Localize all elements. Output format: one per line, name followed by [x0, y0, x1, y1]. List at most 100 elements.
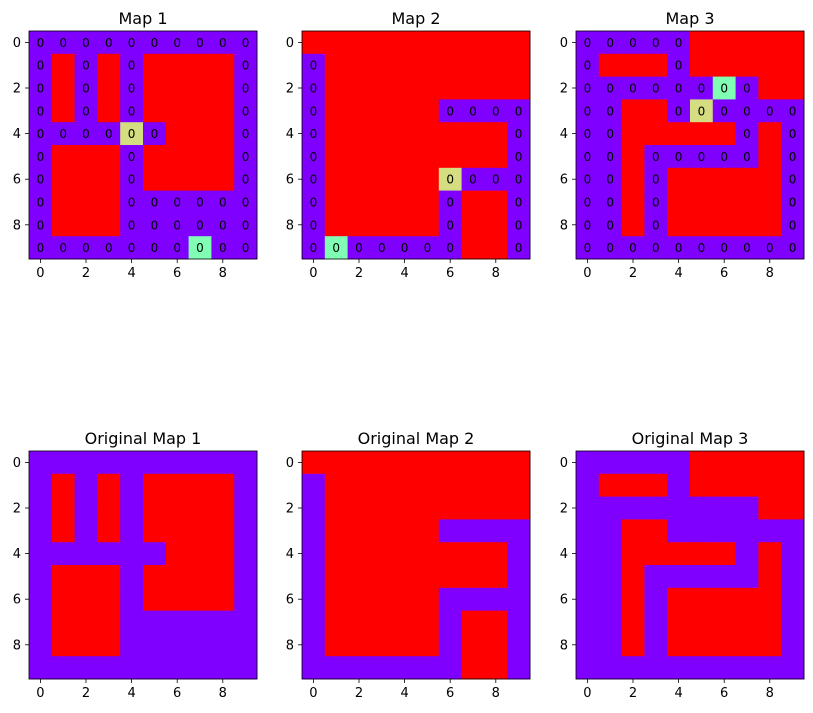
heatmap-cell [461, 145, 485, 169]
heatmap-cell [690, 587, 714, 611]
heatmap-cell [324, 542, 348, 566]
cell-label: 0 [378, 241, 386, 255]
heatmap-cell [416, 473, 440, 497]
heatmap-cell [165, 53, 189, 77]
heatmap-cell [667, 167, 691, 191]
heatmap-cell [461, 565, 485, 589]
heatmap-cell [302, 610, 326, 634]
heatmap-cell [781, 451, 805, 475]
heatmap-cell [347, 236, 371, 260]
heatmap-cell [143, 145, 167, 169]
cell-label: 0 [584, 127, 592, 141]
cell-label: 0 [446, 173, 454, 187]
heatmap-cell [621, 31, 645, 55]
cell-label: 0 [652, 82, 660, 96]
heatmap-cell [438, 236, 462, 260]
heatmap-cell [484, 451, 508, 475]
heatmap-cell [143, 587, 167, 611]
cell-label: 0 [242, 127, 250, 141]
cell-label: 0 [629, 241, 637, 255]
heatmap-cell [644, 587, 668, 611]
heatmap-cell [484, 213, 508, 237]
heatmap-cell [712, 496, 736, 520]
heatmap-cell [507, 633, 531, 657]
heatmap-cell [690, 496, 714, 520]
heatmap-cell [667, 519, 691, 543]
heatmap-cell [644, 496, 668, 520]
cell-label: 0 [698, 150, 706, 164]
heatmap-cell [29, 236, 53, 260]
heatmap-cell [97, 633, 121, 657]
y-tick-label: 4 [13, 547, 21, 562]
heatmap-cell [234, 451, 258, 475]
heatmap-cell [461, 76, 485, 100]
heatmap-cell [393, 656, 417, 680]
heatmap-cell [393, 190, 417, 214]
heatmap-cell [211, 610, 235, 634]
heatmap-cell [120, 76, 144, 100]
axes-frame [575, 450, 805, 680]
heatmap-cell [143, 122, 167, 146]
heatmap-cell [211, 167, 235, 191]
heatmap-cell [234, 610, 258, 634]
heatmap-cell [120, 167, 144, 191]
heatmap-cell [188, 496, 212, 520]
cell-label: 0 [584, 218, 592, 232]
heatmap-cell [393, 473, 417, 497]
cell-label: 0 [698, 82, 706, 96]
heatmap-cell [758, 610, 782, 634]
cell-label: 0 [82, 59, 90, 73]
y-tick-label: 6 [286, 593, 294, 608]
heatmap-cell [644, 451, 668, 475]
cell-label: 0 [743, 104, 751, 118]
heatmap-cell [97, 76, 121, 100]
cell-label: 0 [355, 241, 363, 255]
heatmap-cell [416, 610, 440, 634]
panel-title: Original Map 3 [632, 429, 749, 448]
heatmap-cell [438, 610, 462, 634]
heatmap-cell [143, 519, 167, 543]
heatmap-cell [690, 519, 714, 543]
cell-label: 0 [59, 36, 67, 50]
cell-label: 0 [242, 104, 250, 118]
heatmap-cell [370, 542, 394, 566]
heatmap-cell [393, 213, 417, 237]
heatmap-cell [51, 213, 75, 237]
cell-label: 0 [584, 150, 592, 164]
heatmap-cell [576, 99, 600, 123]
heatmap-cell [598, 31, 622, 55]
heatmap-cell [576, 167, 600, 191]
heatmap-cell [667, 656, 691, 680]
heatmap-cell [484, 76, 508, 100]
heatmap-cell [484, 496, 508, 520]
heatmap-cell [51, 587, 75, 611]
heatmap-cell [507, 656, 531, 680]
heatmap-cell [598, 519, 622, 543]
heatmap-cell [461, 519, 485, 543]
y-tick-label: 6 [560, 173, 568, 188]
heatmap-cell [347, 190, 371, 214]
heatmap-cell [234, 167, 258, 191]
heatmap-cell [667, 53, 691, 77]
heatmap-cell [461, 190, 485, 214]
cell-label: 0 [606, 104, 614, 118]
heatmap-cell [690, 565, 714, 589]
heatmap-cell [324, 145, 348, 169]
heatmap-cell [461, 633, 485, 657]
heatmap-cell [758, 53, 782, 77]
heatmap-cell [712, 31, 736, 55]
cell-label: 0 [766, 104, 774, 118]
heatmap-cell [211, 190, 235, 214]
cell-label: 0 [173, 196, 181, 210]
heatmap-cell [735, 633, 759, 657]
heatmap-cell [598, 587, 622, 611]
heatmap-cell [120, 519, 144, 543]
heatmap-cell [416, 76, 440, 100]
cell-label: 0 [128, 241, 136, 255]
heatmap-cell [690, 31, 714, 55]
heatmap-cell [234, 190, 258, 214]
heatmap-cell [74, 451, 98, 475]
heatmap-cell [302, 53, 326, 77]
heatmap-cell [165, 565, 189, 589]
heatmap-cell [74, 610, 98, 634]
